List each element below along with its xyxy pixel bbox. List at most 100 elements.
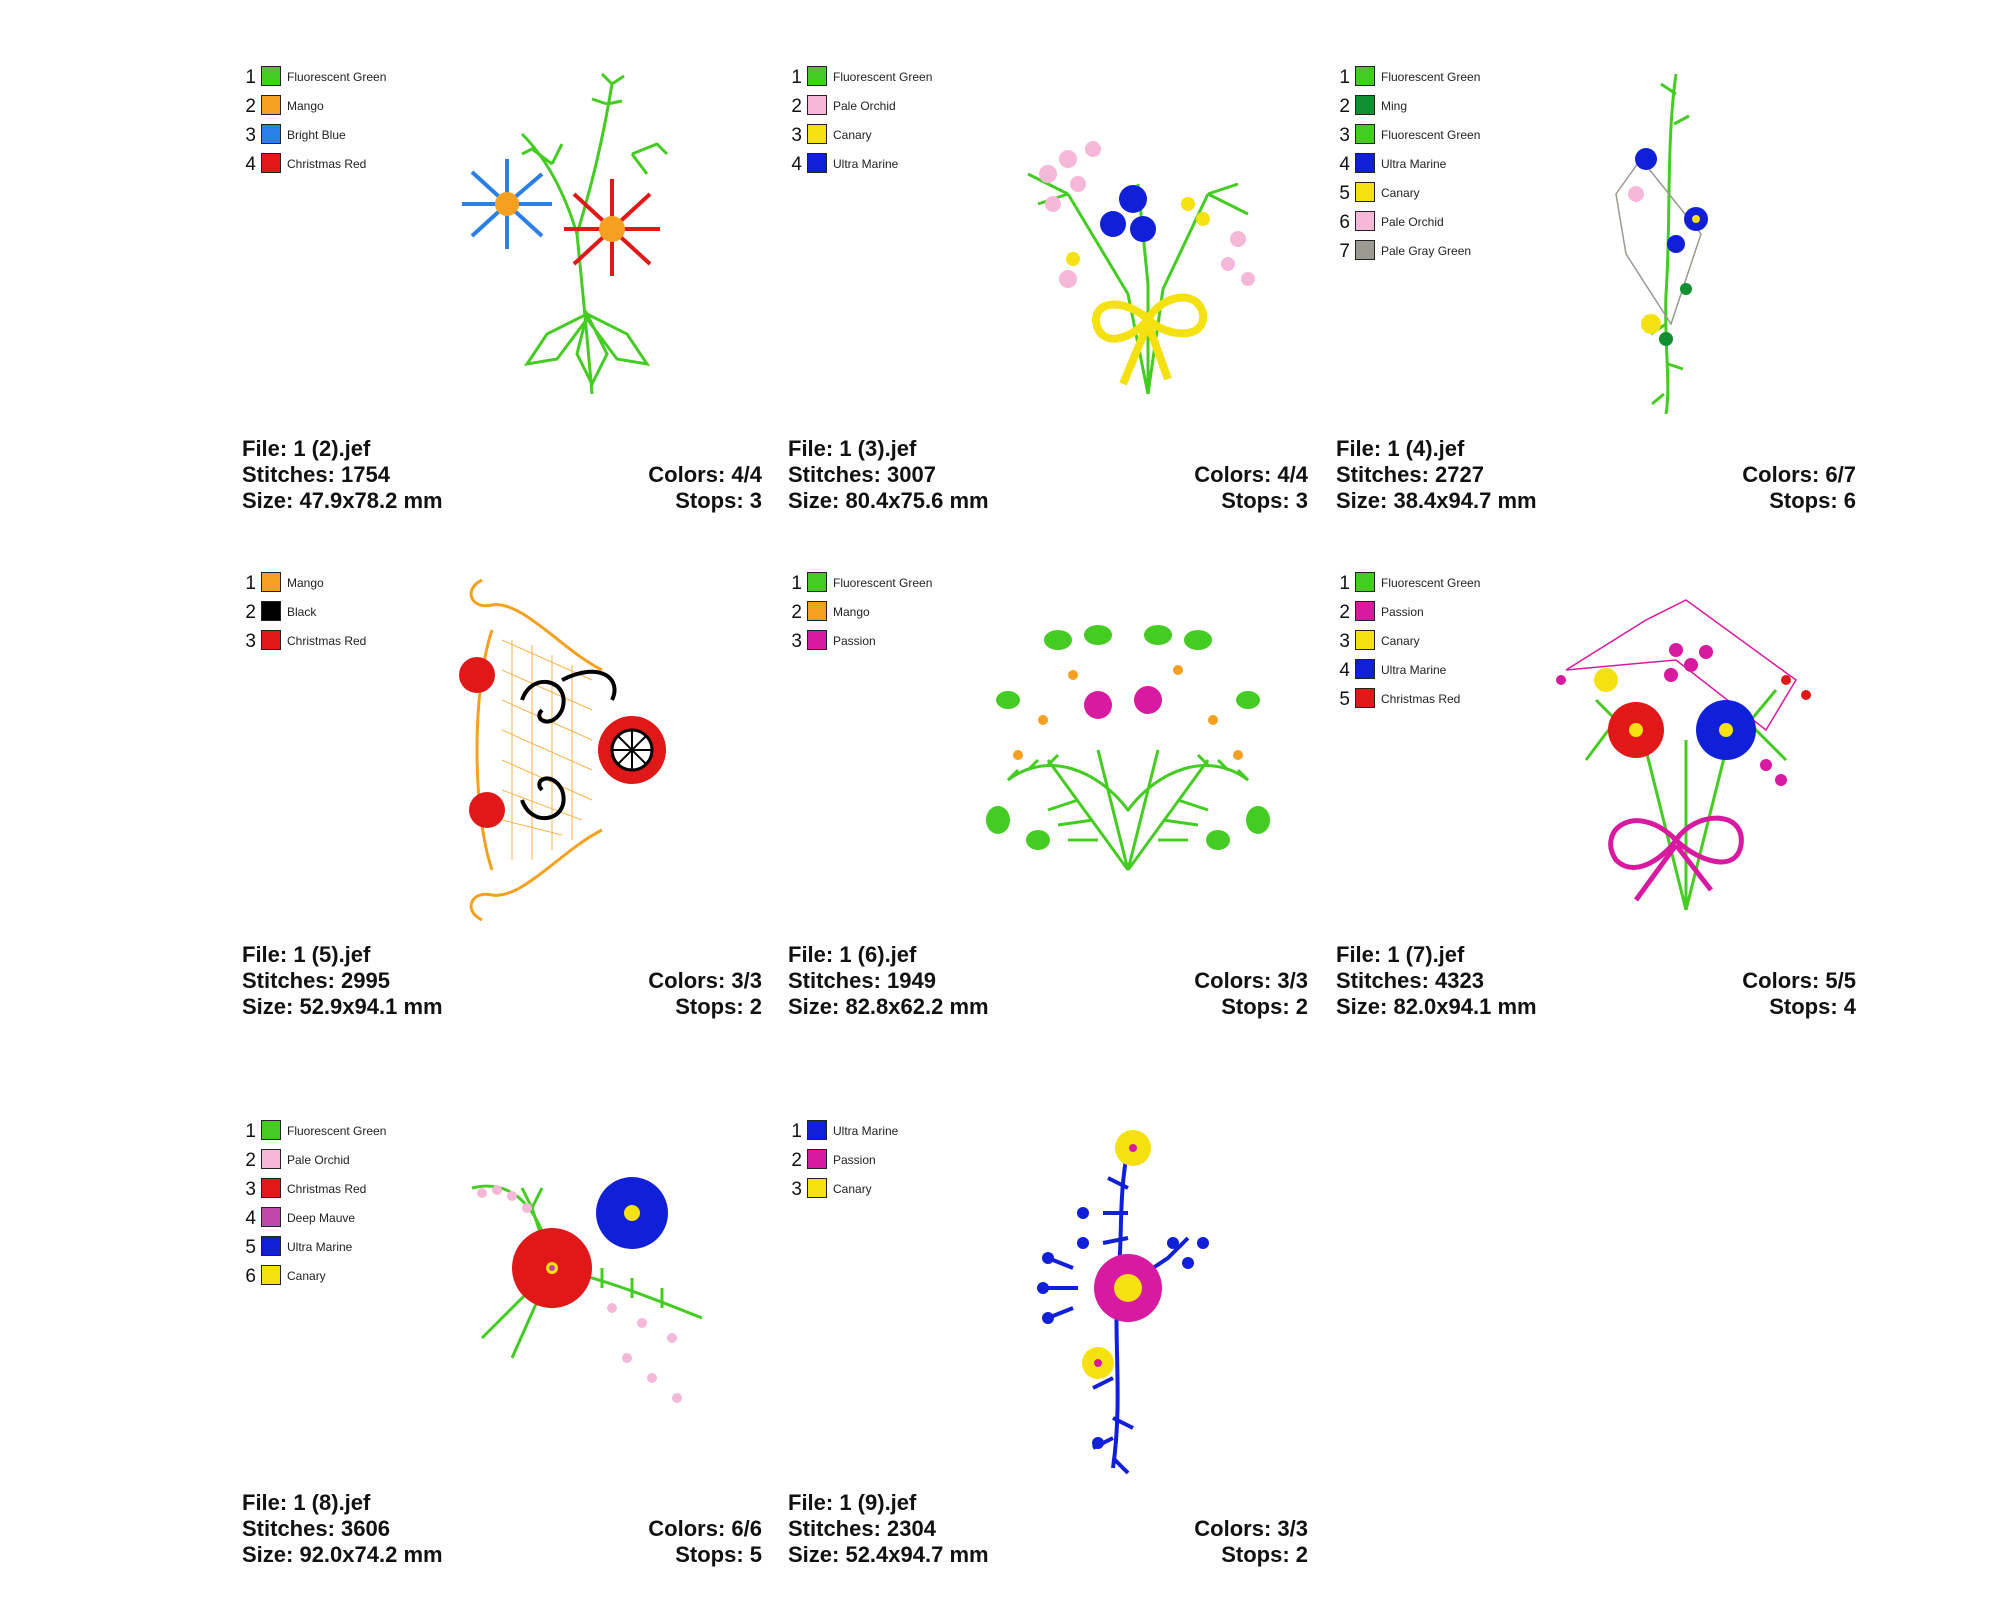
color-swatch <box>807 630 827 650</box>
color-swatch <box>261 1120 281 1140</box>
palette-index: 1 <box>791 67 802 88</box>
bleeding-heart-illustration <box>471 1177 703 1403</box>
thread-name: Black <box>287 605 317 619</box>
ribbon-bouquet-illustration <box>1556 599 1811 911</box>
design-card-5: 1 Fluorescent Green 2 Mango 3 Passion <box>788 570 1328 1050</box>
palette-index: 2 <box>245 96 256 117</box>
design-size: Size: 80.4x75.6 mm <box>788 488 989 513</box>
palette-index: 4 <box>1339 660 1350 681</box>
color-swatch <box>807 601 827 621</box>
thread-name: Fluorescent Green <box>833 70 933 84</box>
design-size: Size: 52.9x94.1 mm <box>242 994 443 1019</box>
lace-corner-illustration <box>459 578 666 922</box>
file-name: File: 1 (6).jef <box>788 942 917 967</box>
color-swatch <box>1355 572 1375 592</box>
color-swatch <box>261 1149 281 1169</box>
vertical-cross-illustration <box>1037 1130 1209 1475</box>
color-swatch <box>1355 630 1375 650</box>
thread-name: Pale Orchid <box>287 1153 350 1167</box>
design-size: Size: 38.4x94.7 mm <box>1336 488 1537 513</box>
thread-name: Ultra Marine <box>287 1240 353 1254</box>
palette-index: 3 <box>1339 631 1350 652</box>
palette-index: 3 <box>791 631 802 652</box>
stitch-count: Stitches: 3606 <box>242 1516 390 1541</box>
thread-name: Ultra Marine <box>1381 157 1447 171</box>
thread-name: Mango <box>287 576 324 590</box>
color-swatch <box>261 1178 281 1198</box>
design-card-1: 1 Fluorescent Green 2 Mango 3 Bright Blue 4… <box>242 64 782 544</box>
embroidery-preview <box>1496 64 1856 434</box>
color-swatch <box>1355 240 1375 260</box>
stitch-count: Stitches: 1949 <box>788 968 936 993</box>
color-count: Colors: 6/6 <box>648 1516 762 1541</box>
color-swatch <box>807 1178 827 1198</box>
palette-index: 1 <box>245 1121 256 1142</box>
palette-index: 1 <box>245 67 256 88</box>
design-size: Size: 47.9x78.2 mm <box>242 488 443 513</box>
thread-name: Ming <box>1381 99 1408 113</box>
palette-index: 2 <box>791 1150 802 1171</box>
stop-count: Stops: 6 <box>1769 488 1856 513</box>
palette-index: 2 <box>791 96 802 117</box>
thread-name: Fluorescent Green <box>287 70 387 84</box>
design-card-2: 1 Fluorescent Green 2 Pale Orchid 3 Canary … <box>788 64 1328 544</box>
embroidery-preview <box>402 1118 762 1488</box>
color-count: Colors: 4/4 <box>648 462 762 487</box>
thread-name: Fluorescent Green <box>1381 576 1481 590</box>
stop-count: Stops: 4 <box>1769 994 1856 1019</box>
color-swatch <box>1355 182 1375 202</box>
color-swatch <box>261 95 281 115</box>
palette-index: 5 <box>1339 183 1350 204</box>
design-size: Size: 92.0x74.2 mm <box>242 1542 443 1567</box>
design-card-8: 1 Ultra Marine 2 Passion 3 Canary File: 1 (… <box>788 1118 1328 1598</box>
thread-name: Canary <box>1381 634 1420 648</box>
color-swatch <box>1355 66 1375 86</box>
embroidery-preview <box>948 1118 1308 1488</box>
stitch-count: Stitches: 2727 <box>1336 462 1484 487</box>
color-swatch <box>261 1207 281 1227</box>
fern-spray-illustration <box>986 625 1270 871</box>
file-name: File: 1 (4).jef <box>1336 436 1465 461</box>
stitch-count: Stitches: 2995 <box>242 968 390 993</box>
color-swatch <box>261 124 281 144</box>
palette-index: 2 <box>1339 602 1350 623</box>
palette-index: 4 <box>245 154 256 175</box>
palette-index: 1 <box>1339 573 1350 594</box>
thread-name: Mango <box>287 99 324 113</box>
stop-count: Stops: 3 <box>675 488 762 513</box>
design-size: Size: 82.8x62.2 mm <box>788 994 989 1019</box>
color-swatch <box>807 1149 827 1169</box>
thread-name: Canary <box>287 1269 326 1283</box>
bouquet-bow-illustration <box>1027 141 1255 395</box>
thread-name: Passion <box>833 1153 876 1167</box>
thread-name: Christmas Red <box>287 634 367 648</box>
stitch-count: Stitches: 4323 <box>1336 968 1484 993</box>
palette-index: 3 <box>791 1179 802 1200</box>
color-count: Colors: 3/3 <box>1194 968 1308 993</box>
color-swatch <box>1355 659 1375 679</box>
color-swatch <box>261 153 281 173</box>
embroidery-preview <box>948 570 1308 940</box>
thread-name: Ultra Marine <box>833 1124 899 1138</box>
color-swatch <box>1355 211 1375 231</box>
file-name: File: 1 (2).jef <box>242 436 371 461</box>
palette-index: 2 <box>791 602 802 623</box>
thread-name: Pale Orchid <box>833 99 896 113</box>
color-swatch <box>1355 95 1375 115</box>
embroidery-preview <box>1496 570 1856 940</box>
thread-name: Christmas Red <box>287 1182 367 1196</box>
stop-count: Stops: 5 <box>675 1542 762 1567</box>
vertical-spray-illustration <box>1615 73 1708 415</box>
color-swatch <box>261 1265 281 1285</box>
thread-name: Canary <box>833 1182 872 1196</box>
stop-count: Stops: 3 <box>1221 488 1308 513</box>
color-swatch <box>1355 601 1375 621</box>
design-card-3: 1 Fluorescent Green 2 Ming 3 Fluorescent Gr… <box>1336 64 1876 544</box>
thread-name: Bright Blue <box>287 128 346 142</box>
palette-index: 1 <box>791 573 802 594</box>
thread-name: Fluorescent Green <box>833 576 933 590</box>
daisy-pair-illustration <box>462 72 669 395</box>
palette-index: 1 <box>245 573 256 594</box>
color-swatch <box>1355 688 1375 708</box>
design-card-6: 1 Fluorescent Green 2 Passion 3 Canary 4 Ult… <box>1336 570 1876 1050</box>
